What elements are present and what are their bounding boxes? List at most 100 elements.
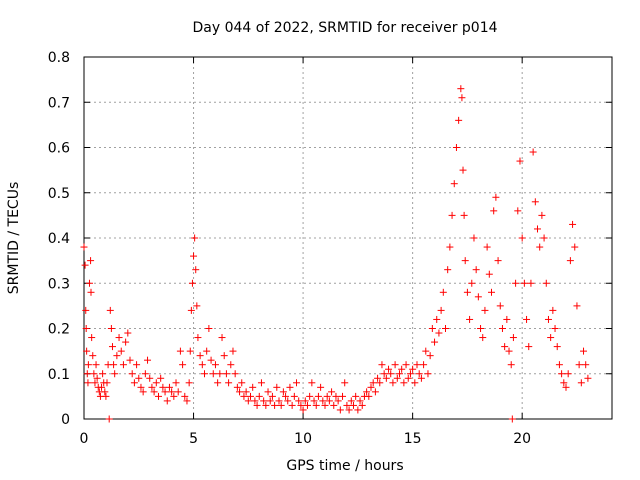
data-point [382,374,390,382]
data-point [240,392,248,400]
data-point [492,193,500,201]
data-point [159,383,167,391]
data-point [352,392,360,400]
data-point [165,383,173,391]
data-point [498,325,506,332]
x-tick-label: 20 [513,431,531,447]
data-point [544,315,552,323]
data-point [584,374,592,382]
data-point [406,370,414,378]
data-point [463,288,471,296]
data-point [374,374,382,382]
data-point [439,288,447,296]
data-point [477,325,485,332]
data-point [417,374,425,382]
data-point [562,383,570,391]
data-point [222,370,230,378]
data-point [194,334,202,342]
data-point [575,361,583,369]
data-point [257,379,265,387]
data-point [424,370,432,378]
data-point [577,379,585,387]
data-point [446,243,454,251]
data-point [216,370,224,378]
data-point [387,370,395,378]
data-point [124,329,132,337]
data-point [122,338,130,346]
data-point [303,401,311,409]
data-point [508,415,516,423]
data-point [472,266,480,274]
data-point [196,352,204,360]
data-point [229,347,237,355]
data-point [290,392,298,400]
data-point [209,370,217,378]
data-point [161,388,169,396]
data-point [288,401,296,409]
data-point [273,383,281,391]
data-point [157,374,165,382]
data-point [111,370,119,378]
data-point [455,116,463,124]
points-layer [80,85,592,423]
data-point [371,388,379,396]
data-point [496,302,504,310]
data-point [560,379,568,387]
data-point [98,383,106,391]
data-point [448,211,456,219]
y-tick-label: 0.8 [48,50,70,66]
data-point [431,338,439,346]
data-point [505,347,513,355]
data-point [128,370,136,378]
data-point [458,94,466,102]
data-point [179,361,187,369]
data-point [402,361,410,369]
data-point [211,361,219,369]
data-point [82,306,90,314]
data-point [573,302,581,310]
data-point [564,370,572,378]
data-point [308,379,316,387]
data-point [99,370,107,378]
data-point [435,329,443,337]
data-point [518,234,526,242]
data-point [422,347,430,355]
data-point [193,302,201,310]
data-point [369,379,377,387]
data-point [474,293,482,301]
data-point [582,361,590,369]
data-point [339,392,347,400]
data-point [483,243,491,251]
data-point [154,392,162,400]
data-point [468,279,476,287]
data-point [260,397,268,405]
chart-title: Day 044 of 2022, SRMTID for receiver p01… [192,20,497,36]
data-point [336,406,344,414]
data-point [341,379,349,387]
data-point [538,211,546,219]
data-point [580,347,588,355]
data-point [89,352,97,360]
data-point [314,392,322,400]
data-point [107,325,115,332]
data-point [84,379,92,387]
data-point [103,379,111,387]
data-point [558,370,566,378]
data-point [238,379,246,387]
data-point [284,397,292,405]
data-point [501,343,509,351]
data-point [106,306,114,314]
data-point [328,388,336,396]
data-point [413,361,421,369]
data-point [277,401,285,409]
data-point [542,279,550,287]
data-point [536,243,544,251]
data-point [168,388,176,396]
data-point [181,392,189,400]
x-axis-label: GPS time / hours [286,458,403,474]
data-point [190,252,198,260]
data-point [395,370,403,378]
data-point [150,388,158,396]
data-point [249,383,257,391]
data-point [225,379,233,387]
